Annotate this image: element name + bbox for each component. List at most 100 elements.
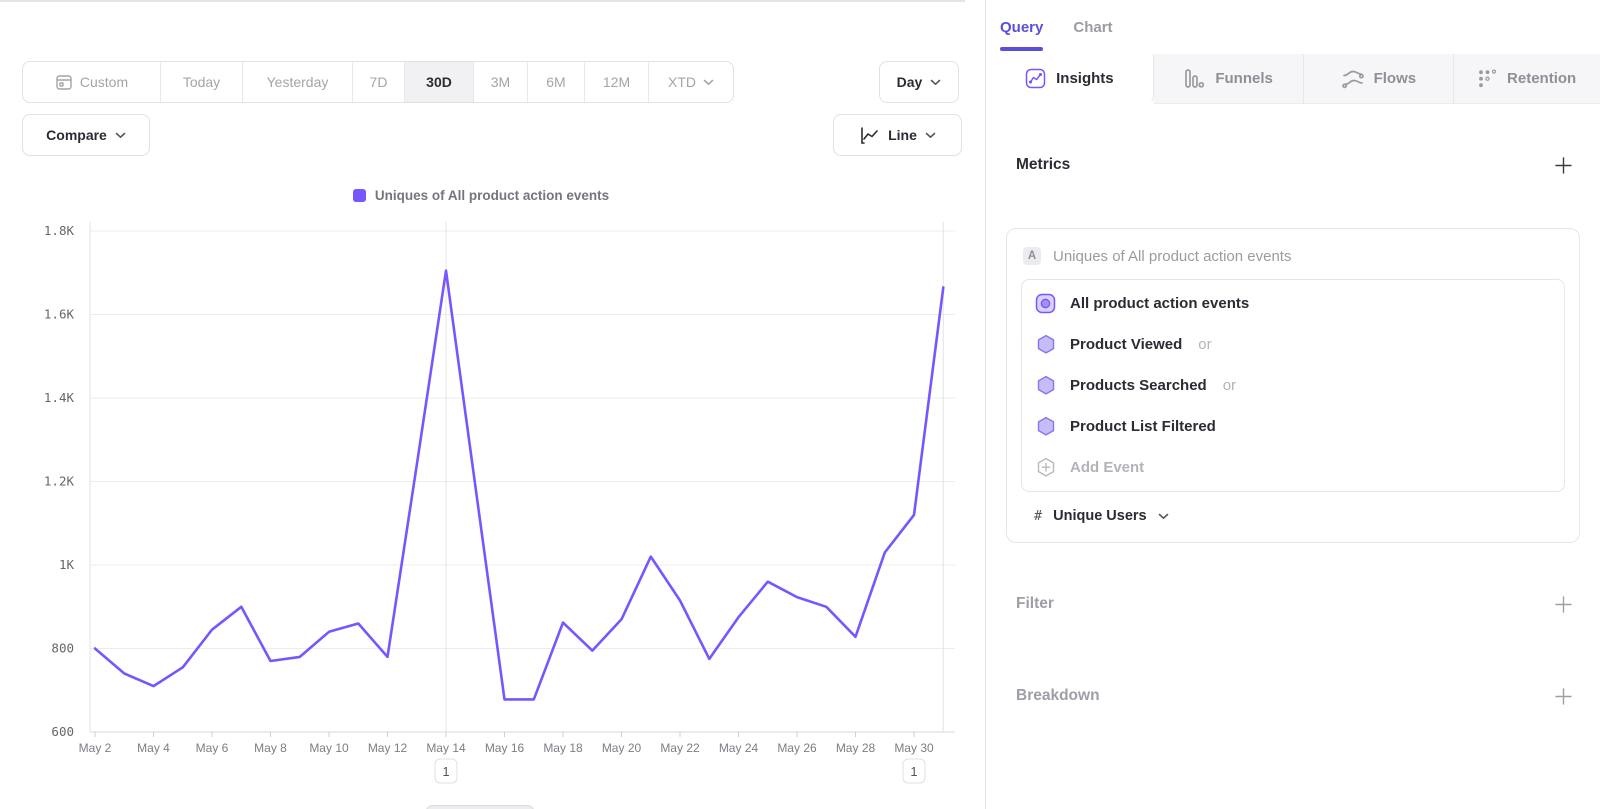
- y-axis-label: 1.2K: [44, 474, 75, 489]
- query-builder-panel: Query Chart Insights Funnels Flows Retentio…: [985, 0, 1600, 809]
- metric-card-header[interactable]: A Uniques of All product action events: [1021, 243, 1565, 269]
- range-option-6m[interactable]: 6M: [527, 62, 584, 102]
- metric-card: A Uniques of All product action events A…: [1006, 228, 1580, 543]
- range-option-label: 12M: [602, 74, 631, 90]
- annotation-marker-label: 1: [910, 764, 917, 779]
- tab-query[interactable]: Query: [1000, 0, 1044, 54]
- event-name: All product action events: [1070, 295, 1250, 312]
- insights-icon: [1025, 68, 1046, 89]
- add-event-icon: [1036, 457, 1056, 478]
- tab-retention[interactable]: Retention: [1453, 54, 1600, 104]
- range-option-yesterday[interactable]: Yesterday: [242, 62, 352, 102]
- y-axis-label: 1.6K: [44, 307, 75, 322]
- y-axis-label: 600: [51, 724, 74, 739]
- chevron-down-icon: [930, 79, 941, 86]
- event-operator-label: or: [1198, 336, 1212, 353]
- breakdown-header: Breakdown: [1006, 685, 1580, 707]
- y-axis-label: 1.8K: [44, 223, 75, 238]
- range-option-custom[interactable]: Custom: [23, 62, 160, 102]
- query-content: Metrics A Uniques of All product action …: [986, 154, 1600, 707]
- x-axis-label: May 18: [543, 741, 583, 755]
- add-metric-button[interactable]: [1552, 154, 1574, 176]
- measurement-dropdown[interactable]: # Unique Users: [1021, 508, 1565, 524]
- metrics-header: Metrics: [1006, 154, 1580, 176]
- chevron-down-icon: [703, 79, 714, 86]
- range-option-label: Today: [182, 74, 221, 90]
- event-name: Add Event: [1070, 459, 1145, 476]
- range-option-30d[interactable]: 30D: [404, 62, 473, 102]
- event-hexagon-icon: [1036, 416, 1056, 437]
- tab-label: Insights: [1056, 70, 1114, 87]
- event-row[interactable]: Product List Filtered: [1022, 406, 1564, 447]
- flows-icon: [1341, 69, 1364, 89]
- x-axis-label: May 8: [254, 741, 287, 755]
- legend-label: Uniques of All product action events: [374, 188, 610, 203]
- range-option-label: 3M: [490, 74, 511, 90]
- x-axis-label: May 24: [719, 741, 759, 755]
- event-operator-label: or: [1222, 377, 1237, 394]
- x-axis-label: May 4: [137, 741, 170, 755]
- chart-panel: Custom Today Yesterday 7D 30D 3M 6M 12M XTD Day …: [0, 0, 965, 809]
- tab-funnels[interactable]: Funnels: [1153, 54, 1304, 104]
- range-option-label: 7D: [369, 74, 388, 90]
- retention-icon: [1478, 69, 1497, 88]
- chart-legend: Uniques of All product action events: [0, 188, 962, 203]
- add-event-row[interactable]: Add Event: [1022, 447, 1564, 488]
- report-type-tabs: Insights Funnels Flows Retention: [986, 54, 1600, 104]
- tab-label: Flows: [1373, 70, 1417, 87]
- tab-chart[interactable]: Chart: [1073, 18, 1113, 36]
- event-row[interactable]: Product Viewed or: [1022, 324, 1564, 365]
- x-axis-label: May 14: [426, 741, 466, 755]
- chevron-down-icon: [1158, 513, 1169, 520]
- add-breakdown-button[interactable]: [1552, 685, 1574, 707]
- events-list: All product action events Product Viewed o…: [1021, 279, 1565, 492]
- x-axis-label: May 26: [777, 741, 817, 755]
- x-axis-label: May 2: [79, 741, 112, 755]
- line-chart: 600 800 1K 1.2K 1.4K 1.6K 1.8K May 2 May 4 May 6 M…: [44, 222, 955, 784]
- range-option-7d[interactable]: 7D: [352, 62, 404, 102]
- granularity-label: Day: [896, 74, 923, 90]
- compare-label: Compare: [46, 127, 107, 143]
- tab-flows[interactable]: Flows: [1303, 54, 1454, 104]
- filter-header: Filter: [1006, 593, 1580, 615]
- y-axis-label: 1.4K: [44, 390, 75, 405]
- annotation-marker[interactable]: [434, 758, 458, 784]
- filter-title: Filter: [1016, 595, 1054, 612]
- annotation-marker[interactable]: [902, 758, 926, 784]
- tab-insights[interactable]: Insights: [986, 54, 1154, 104]
- x-axis-label: May 10: [309, 741, 349, 755]
- event-row[interactable]: Products Searched or: [1022, 365, 1564, 406]
- event-hexagon-icon: [1036, 375, 1056, 396]
- funnels-icon: [1184, 68, 1205, 89]
- metric-card-title: Uniques of All product action events: [1053, 247, 1292, 265]
- tab-label: Funnels: [1215, 70, 1273, 87]
- x-axis-label: May 16: [485, 741, 525, 755]
- y-axis-label: 800: [51, 641, 74, 656]
- add-filter-button[interactable]: [1552, 593, 1574, 615]
- legend-swatch: [352, 189, 366, 202]
- x-axis-label: May 20: [602, 741, 642, 755]
- range-option-3m[interactable]: 3M: [473, 62, 527, 102]
- line-chart-icon: [859, 126, 880, 145]
- x-axis-label: May 22: [660, 741, 700, 755]
- chevron-down-icon: [925, 132, 936, 139]
- series-line: [93, 269, 945, 701]
- range-option-xtd[interactable]: XTD: [648, 62, 733, 102]
- granularity-dropdown[interactable]: Day: [879, 61, 959, 103]
- date-range-control: Custom Today Yesterday 7D 30D 3M 6M 12M XTD: [22, 61, 734, 103]
- range-option-today[interactable]: Today: [160, 62, 242, 102]
- measurement-label: Unique Users: [1053, 508, 1147, 524]
- range-option-12m[interactable]: 12M: [584, 62, 648, 102]
- metric-badge: A: [1023, 247, 1041, 265]
- hash-icon: #: [1034, 508, 1043, 524]
- chevron-down-icon: [115, 132, 126, 139]
- panel-top-divider: [0, 0, 965, 2]
- x-axis-label: May 6: [196, 741, 229, 755]
- event-name: Product Viewed: [1070, 336, 1183, 353]
- chart-type-dropdown[interactable]: Line: [833, 114, 962, 156]
- breakdown-title: Breakdown: [1016, 687, 1100, 704]
- event-row[interactable]: All product action events: [1022, 283, 1564, 324]
- x-axis-label: May 28: [836, 741, 876, 755]
- compare-dropdown[interactable]: Compare: [22, 114, 150, 156]
